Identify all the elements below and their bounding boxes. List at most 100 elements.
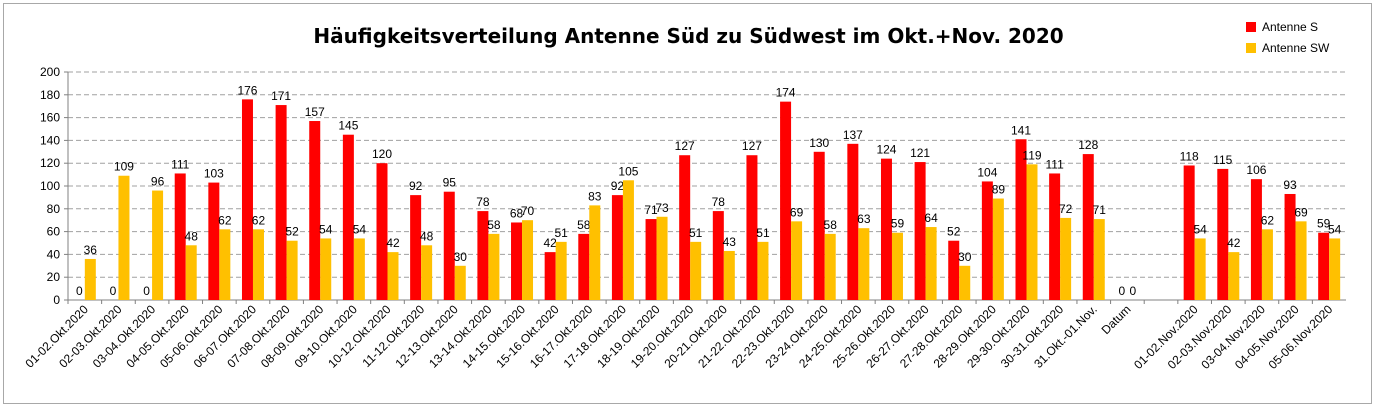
bar-antenne-s	[1318, 232, 1330, 300]
data-label-antenne-sw: 52	[285, 225, 299, 239]
bar-antenne-sw	[454, 265, 466, 300]
data-label-antenne-sw: 54	[319, 222, 333, 236]
bar-antenne-sw	[185, 245, 197, 300]
bar-antenne-sw	[824, 233, 836, 300]
data-label-antenne-s: 111	[1046, 157, 1065, 171]
data-label-antenne-sw: 48	[185, 229, 199, 243]
y-tick-label: 200	[40, 65, 60, 79]
bar-antenne-s	[309, 121, 321, 301]
bar-antenne-sw	[252, 229, 264, 300]
bar-antenne-sw	[353, 238, 365, 300]
data-label-antenne-s: 111	[171, 157, 190, 171]
bar-antenne-sw	[757, 241, 769, 300]
legend-item-antenne-s: Antenne S	[1246, 16, 1329, 37]
bar-antenne-s	[376, 163, 388, 300]
data-label-antenne-s: 52	[947, 225, 961, 239]
data-label-antenne-sw: 54	[1193, 222, 1207, 236]
bar-antenne-sw	[1295, 221, 1307, 300]
bar-antenne-sw	[1093, 219, 1105, 300]
legend-label-antenne-sw: Antenne SW	[1262, 40, 1330, 55]
bar-antenne-s	[1015, 139, 1027, 300]
data-label-antenne-sw: 96	[151, 175, 165, 189]
bar-antenne-sw	[1194, 238, 1206, 300]
bar-antenne-sw	[891, 232, 903, 300]
data-label-antenne-sw: 69	[790, 205, 804, 219]
data-label-antenne-s: 137	[843, 128, 863, 142]
data-label-antenne-sw: 0	[1130, 284, 1137, 298]
data-label-antenne-s: 92	[409, 179, 423, 193]
data-label-antenne-sw: 43	[723, 235, 737, 249]
bar-antenne-sw	[959, 265, 971, 300]
data-label-antenne-s: 92	[611, 179, 625, 193]
legend: Antenne S Antenne SW	[1246, 16, 1329, 58]
data-label-antenne-sw: 63	[857, 212, 871, 226]
bar-antenne-sw	[1060, 217, 1072, 300]
bar-antenne-sw	[219, 229, 231, 300]
data-label-antenne-s: 128	[1078, 138, 1098, 152]
data-label-antenne-s: 78	[476, 195, 490, 209]
bar-antenne-s	[275, 105, 287, 300]
data-label-antenne-s: 0	[110, 284, 117, 298]
data-label-antenne-sw: 51	[554, 226, 568, 240]
data-label-antenne-sw: 72	[1059, 202, 1073, 216]
data-label-antenne-s: 115	[1213, 153, 1232, 167]
data-label-antenne-s: 42	[543, 236, 557, 250]
bar-antenne-s	[208, 182, 220, 300]
data-label-antenne-s: 174	[776, 86, 796, 100]
data-label-antenne-s: 127	[675, 139, 695, 153]
data-label-antenne-sw: 59	[891, 217, 905, 231]
data-label-antenne-s: 95	[443, 176, 457, 190]
bar-antenne-s	[241, 99, 253, 300]
data-label-antenne-s: 68	[510, 206, 524, 220]
data-label-antenne-sw: 51	[756, 226, 770, 240]
bar-antenne-s	[410, 195, 422, 300]
data-label-antenne-sw: 42	[1227, 236, 1241, 250]
bar-antenne-s	[914, 162, 926, 300]
legend-item-antenne-sw: Antenne SW	[1246, 37, 1329, 58]
data-label-antenne-s: 0	[76, 284, 83, 298]
bar-antenne-s	[1183, 165, 1195, 300]
bar-antenne-s	[1082, 154, 1094, 300]
bar-antenne-sw	[791, 221, 803, 300]
bar-antenne-s	[679, 155, 691, 300]
data-label-antenne-sw: 83	[588, 189, 602, 203]
data-label-antenne-sw: 48	[420, 229, 434, 243]
bar-antenne-s	[511, 222, 523, 300]
bar-antenne-sw	[84, 258, 96, 300]
data-label-antenne-s: 124	[876, 143, 896, 157]
y-tick-label: 140	[40, 133, 60, 147]
bar-antenne-s	[645, 219, 657, 300]
data-label-antenne-sw: 89	[992, 183, 1006, 197]
bar-antenne-s	[1250, 179, 1262, 300]
bar-antenne-sw	[118, 175, 130, 300]
data-label-antenne-sw: 119	[1022, 148, 1041, 162]
y-tick-label: 100	[40, 179, 60, 193]
bar-antenne-sw	[1228, 252, 1240, 300]
bar-antenne-s	[544, 252, 556, 300]
y-tick-label: 160	[40, 111, 60, 125]
bar-antenne-s	[1217, 168, 1229, 300]
bar-antenne-sw	[152, 190, 164, 300]
x-tick-label: Datum	[1099, 302, 1134, 337]
y-tick-label: 120	[40, 156, 60, 170]
bar-antenne-s	[880, 158, 892, 300]
data-label-antenne-sw: 109	[114, 160, 134, 174]
data-label-antenne-s: 78	[712, 195, 726, 209]
data-label-antenne-sw: 58	[824, 218, 838, 232]
bar-antenne-sw	[1261, 229, 1273, 300]
legend-swatch-antenne-s	[1246, 21, 1256, 32]
bar-antenne-sw	[522, 220, 534, 300]
y-tick-label: 40	[47, 247, 61, 261]
data-label-antenne-sw: 70	[521, 204, 535, 218]
bar-antenne-sw	[690, 241, 702, 300]
data-label-antenne-s: 106	[1246, 163, 1266, 177]
bar-antenne-s	[342, 134, 354, 300]
bar-antenne-s	[174, 173, 186, 300]
bar-antenne-s	[1284, 193, 1296, 300]
data-label-antenne-sw: 64	[924, 211, 938, 225]
data-label-antenne-sw: 54	[353, 222, 367, 236]
bar-antenne-sw	[488, 233, 500, 300]
bar-antenne-sw	[656, 216, 668, 300]
data-label-antenne-s: 104	[977, 165, 997, 179]
